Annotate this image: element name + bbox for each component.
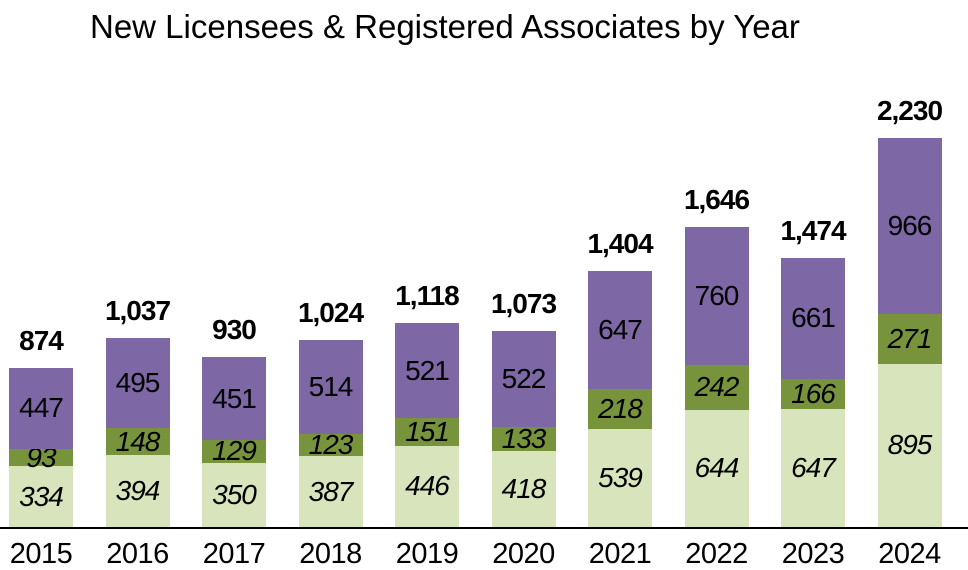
bar-2020-top-segment-purple: 522 (491, 331, 556, 427)
segment-value-label: 644 (694, 452, 740, 484)
segment-value-label: 539 (598, 461, 643, 493)
x-axis-label-2024: 2024 (878, 538, 941, 570)
total-label-2017: 930 (212, 314, 257, 346)
bar-2019-bottom-segment-light-green: 446 (395, 445, 459, 527)
segment-value-label: 760 (694, 280, 740, 312)
bar-2016-bottom-segment-light-green: 394 (105, 455, 170, 527)
bar-2022-top-segment-purple: 760 (684, 226, 749, 366)
x-axis-label-2023: 2023 (781, 538, 845, 570)
x-axis-label-2022: 2022 (685, 538, 748, 570)
x-axis-label-2016: 2016 (106, 538, 169, 570)
bar-2020-bottom-segment-light-green: 418 (491, 450, 556, 527)
segment-value-label: 647 (791, 452, 836, 483)
segment-value-label: 133 (501, 422, 547, 454)
segment-value-label: 895 (887, 429, 933, 461)
total-label-2019: 1,118 (395, 280, 460, 312)
bar-2023-middle-segment-olive-green: 166 (781, 377, 845, 409)
segment-value-label: 451 (212, 382, 257, 414)
x-axis-line (0, 527, 968, 529)
total-label-2021: 1,404 (587, 227, 653, 259)
x-axis-label-2017: 2017 (202, 538, 266, 570)
chart-title: New Licensees & Registered Associates by… (90, 8, 800, 45)
bar-2020-middle-segment-olive-green: 133 (491, 422, 556, 454)
total-label-2022: 1,646 (683, 183, 750, 215)
total-label-2016: 1,037 (104, 294, 171, 326)
total-label-2015: 874 (19, 324, 64, 356)
segment-value-label: 218 (598, 392, 643, 424)
segment-value-label: 447 (19, 392, 64, 424)
bar-2016-middle-segment-olive-green: 148 (105, 425, 170, 457)
x-axis-label-2021: 2021 (588, 538, 652, 570)
bar-2016-top-segment-purple: 495 (105, 337, 170, 429)
segment-value-label: 661 (791, 302, 836, 334)
segment-value-label: 271 (887, 323, 933, 355)
segment-value-label: 151 (405, 415, 450, 447)
bar-2017-middle-segment-olive-green: 129 (202, 435, 266, 467)
bar-2015-middle-segment-olive-green: 93 (9, 443, 73, 471)
x-axis-label-2018: 2018 (299, 538, 362, 570)
segment-value-label: 387 (308, 475, 354, 507)
bar-2024-top-segment-purple: 966 (877, 138, 942, 315)
bar-2022-middle-segment-olive-green: 242 (684, 365, 749, 410)
bar-2023-bottom-segment-light-green: 647 (781, 409, 845, 527)
bar-2021-bottom-segment-light-green: 539 (588, 428, 652, 527)
bar-2024-bottom-segment-light-green: 895 (877, 363, 942, 527)
segment-value-label: 522 (501, 362, 547, 394)
total-label-2023: 1,474 (780, 215, 846, 247)
segment-value-label: 129 (212, 435, 257, 467)
segment-value-label: 966 (887, 210, 933, 242)
bar-2017-top-segment-purple: 451 (202, 357, 266, 440)
x-axis-label-2020: 2020 (492, 538, 555, 570)
bar-2019-middle-segment-olive-green: 151 (395, 415, 459, 447)
segment-value-label: 495 (115, 367, 161, 398)
segment-value-label: 350 (212, 479, 257, 511)
segment-value-label: 647 (598, 313, 643, 345)
segment-value-label: 334 (19, 480, 64, 512)
bar-2017-bottom-segment-light-green: 350 (202, 463, 266, 527)
bar-2021-middle-segment-olive-green: 218 (588, 388, 652, 429)
segment-value-label: 521 (405, 354, 450, 386)
bar-2015-top-segment-purple: 447 (9, 367, 73, 450)
plot-area: 334 93 447 874 394 148 495 1,037 350 129 451 930 387… (9, 95, 943, 527)
bar-2022-bottom-segment-light-green: 644 (684, 409, 749, 527)
bar-2018-middle-segment-olive-green: 123 (298, 429, 363, 461)
bar-2015-bottom-segment-light-green: 334 (9, 466, 73, 527)
segment-value-label: 514 (308, 371, 354, 403)
bar-2018-top-segment-purple: 514 (298, 340, 363, 434)
x-axis-label-2019: 2019 (395, 538, 459, 570)
segment-value-label: 446 (405, 470, 450, 502)
segment-value-label: 148 (115, 425, 161, 457)
segment-value-label: 418 (501, 472, 547, 504)
segment-value-label: 242 (694, 371, 740, 403)
x-axis-labels: 2015 2016 2017 2018 2019 2020 2021 2022 2023 2024 (0, 536, 968, 570)
x-axis-label-2015: 2015 (9, 538, 73, 570)
segment-value-label: 166 (791, 377, 836, 409)
total-label-2018: 1,024 (297, 297, 364, 329)
bar-2018-bottom-segment-light-green: 387 (298, 456, 363, 527)
bar-2023-top-segment-purple: 661 (781, 258, 845, 379)
total-label-2024: 2,230 (876, 95, 943, 127)
segment-value-label: 123 (308, 429, 354, 461)
bar-2021-top-segment-purple: 647 (588, 270, 652, 389)
segment-value-label: 394 (115, 475, 161, 507)
total-label-2020: 1,073 (490, 288, 557, 320)
bar-2019-top-segment-purple: 521 (395, 323, 459, 419)
bar-2024-middle-segment-olive-green: 271 (877, 314, 942, 364)
